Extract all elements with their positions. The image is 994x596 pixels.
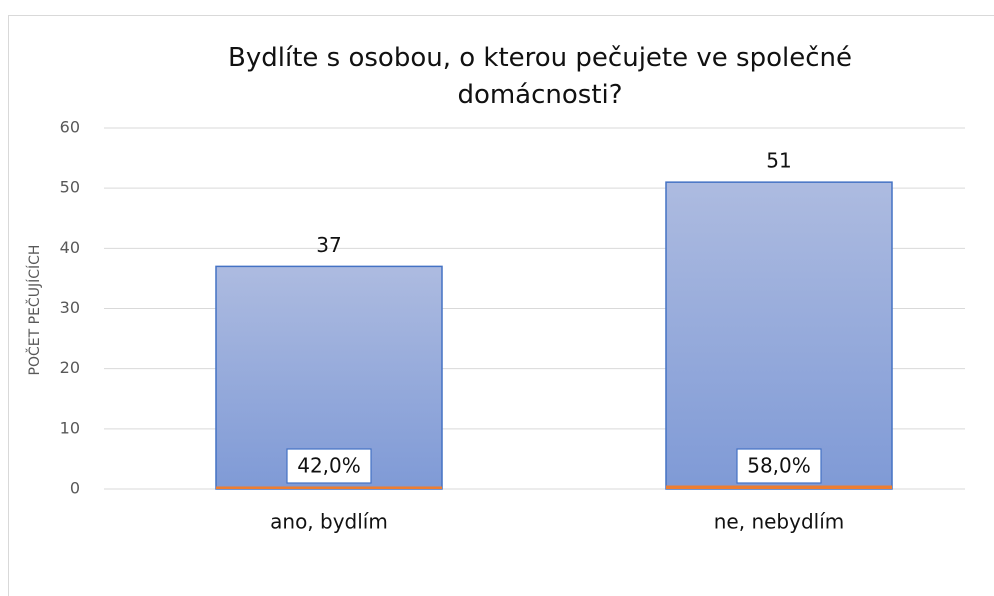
x-tick-label: ne, nebydlím [714,510,845,534]
chart-frame [8,15,994,596]
y-tick-label: 0 [70,479,80,498]
y-tick-label: 50 [60,178,80,197]
x-tick-label: ano, bydlím [270,510,388,534]
y-tick-label: 30 [60,298,80,317]
data-label-box [736,448,822,484]
data-label: 42,0% [297,454,361,478]
y-tick-label: 40 [60,238,80,257]
bar [666,485,892,489]
data-label: 37 [316,233,341,257]
y-tick-label: 60 [60,118,80,137]
data-label: 51 [766,149,791,173]
chart-title: Bydlíte s osobou, o kterou pečujete ve s… [228,43,852,110]
y-tick-label: 10 [60,418,80,437]
bar [216,486,442,489]
bar [665,181,893,490]
y-tick-label: 20 [60,358,80,377]
data-label: 58,0% [747,454,811,478]
data-label-box [286,448,372,484]
y-axis-label: POČET PEČUJÍCÍCH [25,245,43,376]
